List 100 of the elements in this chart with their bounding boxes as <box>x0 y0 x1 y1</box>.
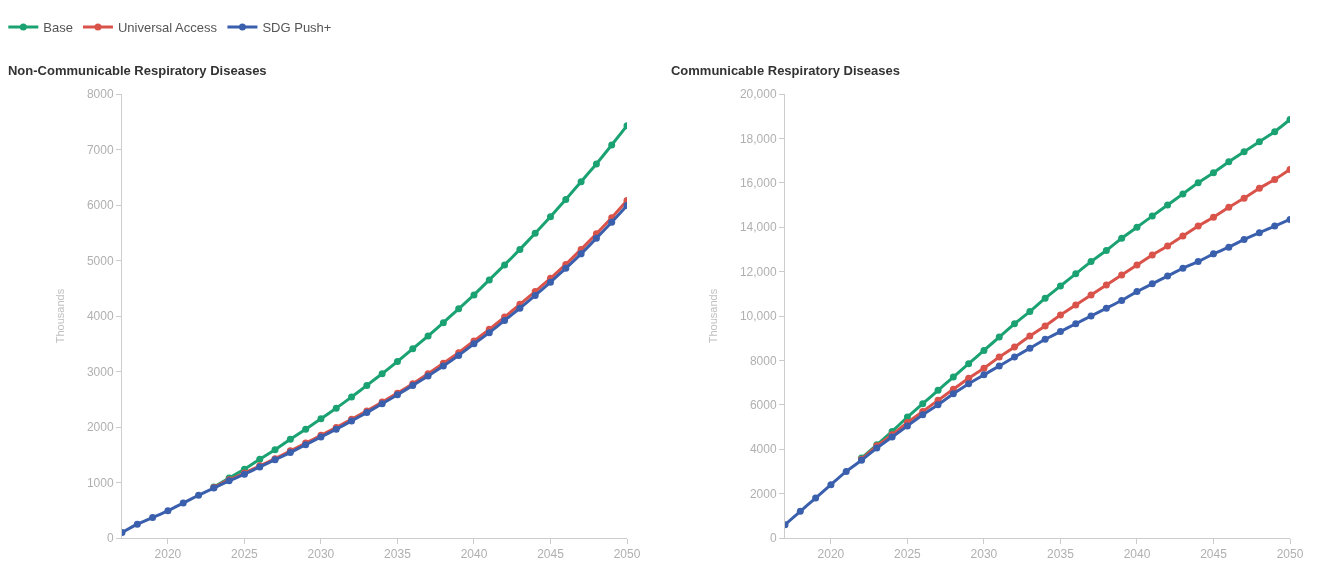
point <box>592 160 600 168</box>
point <box>1194 258 1202 266</box>
point <box>1271 175 1279 183</box>
point <box>1148 212 1156 220</box>
point <box>934 401 942 409</box>
point <box>424 332 432 340</box>
point <box>1255 138 1263 146</box>
point <box>1179 232 1187 240</box>
point <box>1056 328 1064 336</box>
point <box>348 393 356 401</box>
point <box>1225 203 1233 211</box>
point <box>949 373 957 381</box>
point <box>1087 291 1095 299</box>
x-tick-label: 2020 <box>817 547 845 562</box>
point <box>1179 190 1187 198</box>
point <box>1164 272 1172 280</box>
point <box>302 425 310 433</box>
y-axis-title: Thousands <box>706 288 719 344</box>
point <box>286 435 294 443</box>
point <box>317 415 325 423</box>
y-tick-label: 4000 <box>749 442 777 457</box>
point <box>1102 304 1110 312</box>
point <box>1164 242 1172 250</box>
point <box>1194 179 1202 187</box>
point <box>995 362 1003 370</box>
y-tick-label: 0 <box>106 531 114 546</box>
point <box>608 218 616 226</box>
point <box>1011 343 1019 351</box>
point <box>455 305 463 313</box>
chart-title: Communicable Respiratory Diseases <box>670 62 900 78</box>
point <box>546 213 554 221</box>
legend-label: Universal Access <box>117 20 218 36</box>
y-tick-label: 3000 <box>86 364 114 379</box>
point <box>995 353 1003 361</box>
point <box>1026 308 1034 316</box>
point <box>812 494 820 502</box>
point <box>1056 311 1064 319</box>
y-tick-label: 8000 <box>86 87 114 102</box>
x-tick-label: 2040 <box>1123 547 1151 562</box>
point <box>919 411 927 419</box>
point <box>1255 229 1263 237</box>
point <box>1148 280 1156 288</box>
x-tick-label: 2025 <box>894 547 922 562</box>
point <box>842 467 850 475</box>
chart-title: Non-Communicable Respiratory Diseases <box>7 62 267 78</box>
point <box>1118 296 1126 304</box>
point <box>1041 322 1049 330</box>
point <box>1271 222 1279 230</box>
point <box>1133 261 1141 269</box>
point <box>1255 184 1263 192</box>
point <box>1133 288 1141 296</box>
x-tick-label: 2035 <box>384 547 412 562</box>
point <box>195 491 203 499</box>
x-tick-label: 2050 <box>1276 547 1304 562</box>
point <box>179 499 187 507</box>
y-tick-label: 2000 <box>749 486 777 501</box>
point <box>980 346 988 354</box>
point <box>995 333 1003 341</box>
y-tick-label: 12,000 <box>739 264 777 279</box>
point <box>796 507 804 515</box>
x-tick-label: 2050 <box>613 547 641 562</box>
point <box>256 455 264 463</box>
point <box>531 229 539 237</box>
point <box>363 381 371 389</box>
point <box>1209 169 1217 177</box>
point <box>332 404 340 412</box>
point <box>1041 294 1049 302</box>
point <box>1133 223 1141 231</box>
point <box>1087 312 1095 320</box>
point <box>1102 247 1110 255</box>
point <box>485 276 493 284</box>
point <box>1118 234 1126 242</box>
y-tick-label: 20,000 <box>739 87 777 102</box>
y-axis-title: Thousands <box>53 288 66 344</box>
point <box>592 234 600 242</box>
point <box>409 345 417 353</box>
point <box>1072 301 1080 309</box>
y-tick-label: 5000 <box>86 253 114 268</box>
point <box>919 400 927 408</box>
x-tick-label: 2045 <box>537 547 565 562</box>
legend-label: SDG Push+ <box>262 20 332 36</box>
point <box>1148 251 1156 259</box>
point <box>1225 158 1233 166</box>
x-tick-label: 2040 <box>460 547 488 562</box>
point <box>1041 335 1049 343</box>
point <box>965 380 973 388</box>
y-tick-label: 0 <box>769 531 777 546</box>
point <box>1118 271 1126 279</box>
point <box>980 371 988 379</box>
y-tick-label: 6000 <box>86 198 114 213</box>
point <box>1209 250 1217 258</box>
point <box>516 245 524 253</box>
y-tick-label: 10,000 <box>739 309 777 324</box>
y-tick-label: 14,000 <box>739 220 777 235</box>
point <box>1225 243 1233 251</box>
point <box>1026 332 1034 340</box>
x-tick-label: 2030 <box>307 547 335 562</box>
point <box>1011 353 1019 361</box>
point <box>1240 235 1248 243</box>
x-tick-label: 2020 <box>154 547 182 562</box>
